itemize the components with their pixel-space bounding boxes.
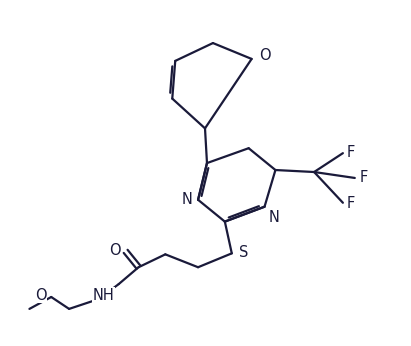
Text: S: S [239, 245, 248, 260]
Text: F: F [347, 145, 355, 160]
Text: N: N [268, 210, 279, 225]
Text: N: N [181, 192, 192, 207]
Text: F: F [360, 171, 368, 185]
Text: O: O [35, 288, 46, 302]
Text: NH: NH [93, 288, 115, 303]
Text: O: O [109, 243, 121, 258]
Text: F: F [347, 196, 355, 211]
Text: O: O [260, 48, 271, 63]
